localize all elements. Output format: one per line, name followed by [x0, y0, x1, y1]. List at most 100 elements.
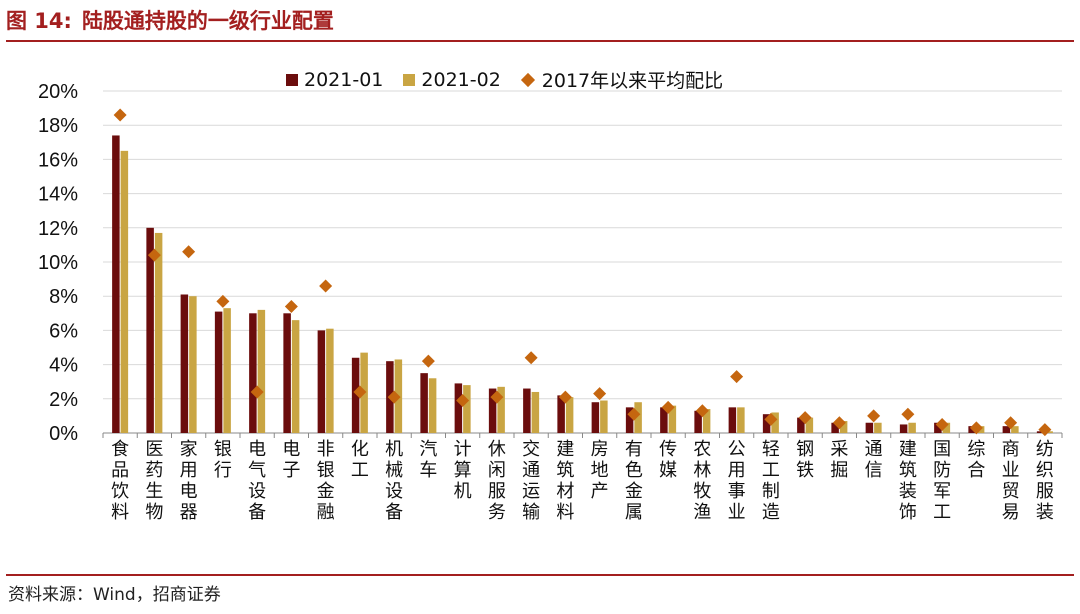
bar-2021-02 [531, 391, 540, 433]
source-note: 资料来源：Wind，招商证券 [8, 585, 221, 605]
x-category-char: 饰 [899, 502, 917, 523]
bar-2021-01 [899, 424, 908, 433]
marker-average [147, 248, 161, 262]
y-tick-label: 0% [49, 423, 78, 445]
x-category-char: 药 [145, 460, 163, 481]
bar-2021-01 [283, 313, 291, 433]
x-category-char: 产 [591, 481, 609, 502]
x-category-label: 计算机 [454, 439, 472, 502]
chart-legend: 2021-01 2021-02 2017年以来平均配比 [286, 66, 743, 93]
x-category-char: 纺 [1036, 439, 1054, 460]
x-category-char: 建 [899, 439, 917, 460]
bar-2021-01 [797, 417, 805, 433]
x-category-char: 用 [728, 460, 746, 481]
x-category-char: 易 [1002, 502, 1020, 523]
x-category-char: 制 [762, 481, 780, 502]
x-category-char: 合 [967, 460, 985, 481]
bar-2021-02 [428, 378, 437, 433]
x-category-char: 贸 [1002, 481, 1020, 502]
bar-2021-01 [454, 383, 463, 433]
bar-2021-01 [420, 373, 428, 433]
x-category-char: 银 [214, 439, 232, 460]
x-category-char: 备 [385, 502, 403, 523]
y-tick-label: 8% [49, 286, 78, 308]
x-category-char: 电 [180, 481, 198, 502]
x-category-label: 食品饮料 [111, 439, 129, 523]
title-rule [6, 40, 1074, 42]
marker-average [421, 354, 435, 368]
marker-average [353, 385, 367, 399]
x-category-char: 材 [556, 481, 574, 502]
x-category-char: 业 [728, 502, 746, 523]
y-tick-label: 16% [38, 149, 78, 171]
bar-2021-01 [180, 294, 189, 433]
x-category-char: 通 [522, 460, 540, 481]
bar-2021-02 [908, 422, 916, 433]
bar-2021-01 [591, 402, 600, 433]
x-category-char: 铁 [796, 460, 814, 481]
x-category-char: 家 [180, 439, 198, 460]
marker-average [901, 407, 915, 421]
x-category-char: 轻 [762, 439, 780, 460]
x-category-char: 事 [728, 481, 746, 502]
x-category-label: 家用电器 [180, 439, 198, 523]
marker-average [867, 409, 881, 423]
marker-average [490, 390, 504, 404]
marker-average [969, 421, 983, 435]
bar-2021-02 [805, 417, 814, 433]
x-category-char: 公 [728, 439, 746, 460]
x-category-label: 电子 [282, 439, 300, 481]
x-category-char: 机 [454, 481, 472, 502]
x-category-label: 房地产 [591, 439, 609, 502]
legend-label-2021-02: 2021-02 [421, 68, 501, 91]
marker-average [319, 279, 333, 293]
bar-2021-01 [625, 407, 634, 433]
x-category-char: 物 [145, 502, 163, 523]
marker-average [1038, 423, 1052, 437]
x-category-char: 机 [385, 439, 403, 460]
x-category-char: 防 [933, 460, 951, 481]
x-category-label: 纺织服装 [1036, 439, 1054, 523]
bar-2021-01 [1002, 426, 1011, 433]
x-category-label: 交通运输 [522, 439, 540, 523]
marker-average [798, 411, 812, 425]
x-category-label: 电气设备 [248, 439, 266, 523]
x-category-label: 化工 [351, 439, 369, 481]
bar-2021-02 [942, 422, 951, 433]
x-category-char: 工 [351, 460, 369, 481]
bar-2021-01 [728, 407, 737, 433]
x-category-char: 医 [145, 439, 163, 460]
x-category-label: 钢铁 [796, 439, 814, 481]
x-category-char: 传 [659, 439, 677, 460]
legend-item-2021-01: 2021-01 [286, 69, 383, 91]
marker-average [832, 416, 846, 430]
marker-average [387, 390, 401, 404]
y-tick-label: 4% [49, 355, 78, 377]
bar-2021-01 [831, 422, 839, 433]
marker-average [1004, 416, 1018, 430]
marker-average [593, 387, 607, 401]
x-category-char: 械 [385, 460, 403, 481]
x-category-char: 属 [625, 502, 643, 523]
x-category-char: 筑 [556, 460, 574, 481]
x-category-char: 算 [454, 460, 472, 481]
marker-average [558, 390, 572, 404]
x-category-char: 运 [522, 481, 540, 502]
marker-average [524, 351, 538, 365]
y-tick-label: 2% [49, 389, 78, 411]
bar-2021-02 [120, 150, 129, 433]
x-category-char: 生 [145, 481, 163, 502]
x-category-char: 行 [214, 460, 232, 481]
bar-2021-02 [189, 296, 197, 433]
x-category-char: 休 [488, 439, 506, 460]
bar-2021-02 [771, 412, 779, 433]
footer-rule [6, 574, 1074, 576]
x-category-char: 造 [762, 502, 780, 523]
y-tick-label: 12% [38, 218, 78, 240]
x-category-label: 医药生物 [145, 439, 163, 523]
bar-2021-02 [737, 407, 745, 433]
y-tick-label: 18% [38, 115, 78, 137]
x-category-char: 信 [865, 460, 883, 481]
bar-2021-02 [154, 232, 163, 433]
marker-average [627, 407, 641, 421]
